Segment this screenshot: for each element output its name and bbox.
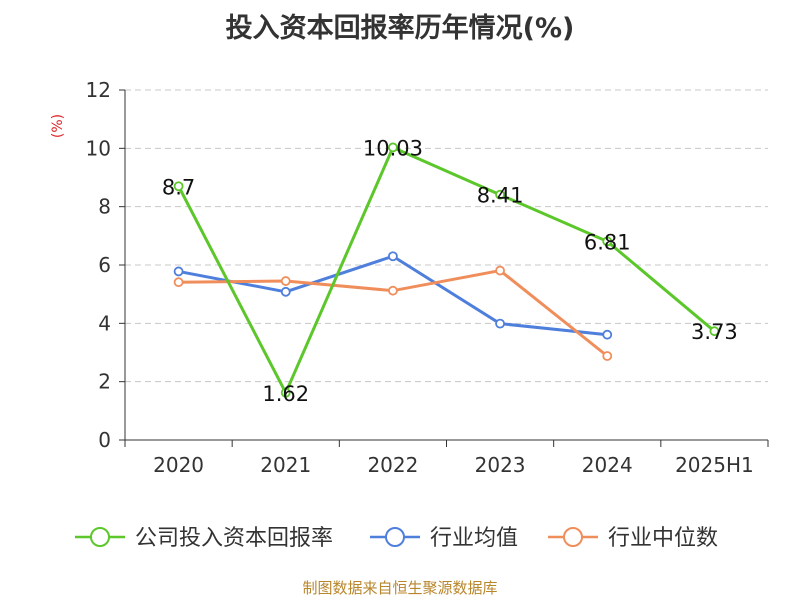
data-label: 10.03	[363, 136, 423, 160]
data-point	[280, 276, 291, 286]
y-tick-label: 2	[98, 370, 111, 394]
chart-title: 投入资本回报率历年情况(%)	[225, 13, 575, 44]
data-point	[388, 251, 398, 262]
x-tick-label: 2021	[260, 453, 311, 477]
data-point	[173, 181, 184, 192]
y-tick-label: 4	[98, 311, 111, 335]
x-tick-label: 2025H1	[675, 453, 754, 477]
data-label: 8.41	[477, 184, 524, 208]
data-point	[173, 266, 184, 277]
data-labels: 8.7 1.62 10.03 8.41 6.81 3.73	[162, 136, 738, 405]
grid-lines	[125, 89, 768, 383]
data-point	[280, 387, 291, 398]
y-tick-label: 12	[86, 78, 111, 102]
legend-label: 行业中位数	[608, 526, 718, 551]
legend-marker	[563, 527, 583, 547]
legend: 公司投入资本回报率 行业均值 行业中位数	[75, 526, 718, 551]
legend-label: 行业均值	[430, 526, 518, 551]
x-tick-label: 2022	[367, 453, 418, 477]
y-tick-label: 8	[98, 195, 111, 219]
data-point	[602, 236, 613, 247]
data-label: 6.81	[584, 230, 631, 254]
x-tick-label: 2023	[475, 453, 526, 477]
series-line	[177, 145, 716, 397]
legend-marker	[385, 527, 405, 547]
axes: 0 2 4 6 8 10 12 (%) 2020 2021 2022 2023 2024 2025H1	[50, 78, 769, 477]
data-point	[388, 285, 398, 296]
data-point	[495, 265, 505, 276]
legend-label: 公司投入资本回报率	[135, 526, 333, 551]
data-point	[495, 189, 505, 200]
y-tick-label: 6	[98, 253, 111, 277]
data-point	[173, 277, 184, 288]
data-point	[495, 318, 505, 329]
x-tick-label: 2024	[582, 453, 633, 477]
x-tick-label: 2020	[153, 453, 204, 477]
data-label: 1.62	[262, 382, 309, 406]
source-note: 制图数据来自恒生聚源数据库	[302, 579, 498, 597]
data-point	[280, 286, 291, 297]
data-point	[709, 326, 720, 337]
data-point	[388, 142, 398, 153]
data-label: 8.7	[162, 175, 195, 199]
y-tick-label: 0	[98, 428, 111, 452]
data-point	[602, 351, 613, 361]
data-point	[602, 329, 613, 340]
series-layer	[173, 142, 720, 398]
data-label: 3.73	[691, 320, 738, 344]
y-tick-label: 10	[86, 136, 111, 160]
y-axis-label: (%)	[50, 114, 66, 138]
legend-marker	[90, 527, 110, 547]
